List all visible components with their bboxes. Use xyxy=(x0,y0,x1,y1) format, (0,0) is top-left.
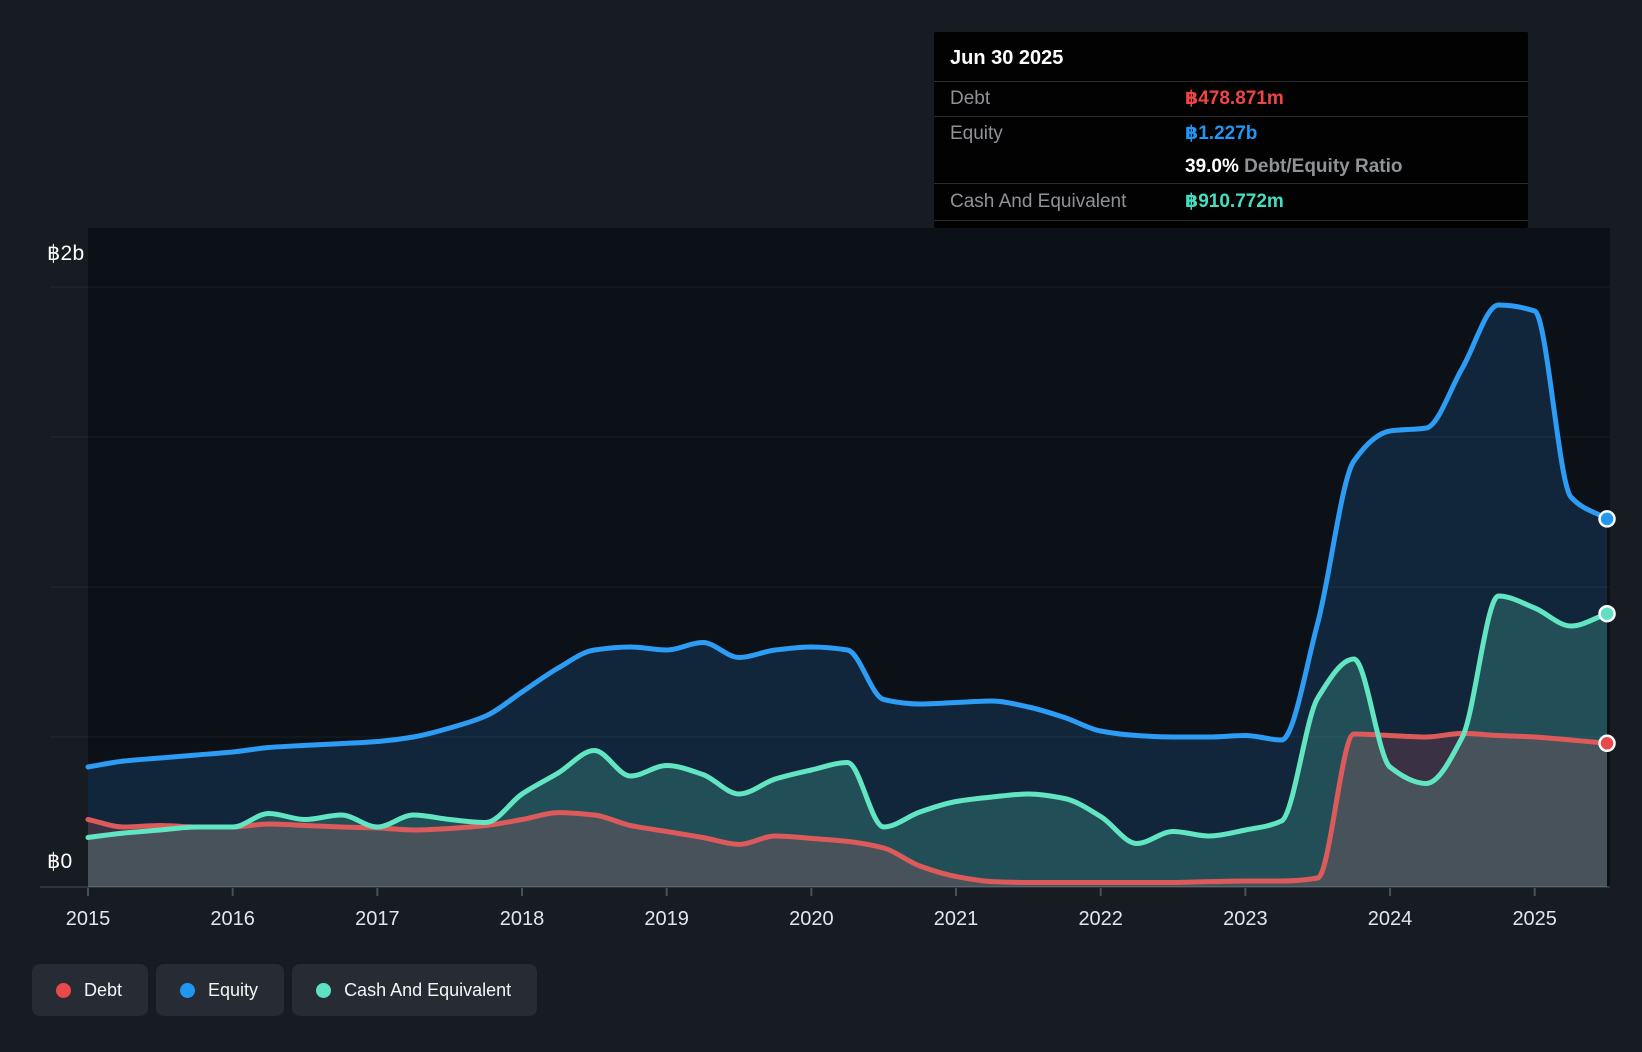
x-axis-label-2015: 2015 xyxy=(65,908,111,930)
tooltip-row-ratio: 39.0% Debt/Equity Ratio xyxy=(934,150,1528,184)
cash-legend-dot-icon xyxy=(316,982,332,998)
legend-label: Cash And Equivalent xyxy=(344,979,512,1000)
legend-chip-debt[interactable]: Debt xyxy=(32,964,149,1016)
debt-legend-dot-icon xyxy=(56,982,71,998)
legend-label: Equity xyxy=(208,979,259,1000)
cash-line xyxy=(85,593,1610,846)
debt-end-dot xyxy=(1598,734,1616,753)
y-axis-label-2b: ฿2b xyxy=(47,242,85,265)
equity-legend-dot-icon xyxy=(180,982,196,998)
x-axis-label-2025: 2025 xyxy=(1512,908,1557,930)
x-axis-label-2024: 2024 xyxy=(1367,908,1413,930)
equity-end-dot xyxy=(1598,510,1616,528)
x-axis-label-2016: 2016 xyxy=(210,908,255,930)
tooltip-row-equity: Equity ฿1.227b xyxy=(950,123,1258,144)
hover-tooltip: Jun 30 2025 Debt ฿478.871m Equity ฿1.227b 39… xyxy=(934,32,1528,228)
y-axis-label-0: ฿0 xyxy=(47,850,73,873)
tooltip-row-cash: Cash And Equivalent ฿910.772m xyxy=(934,184,1528,221)
legend-chip-equity[interactable]: Equity xyxy=(156,964,285,1016)
debt-area xyxy=(88,733,1607,887)
equity-line xyxy=(85,302,1610,770)
x-axis-label-2017: 2017 xyxy=(355,908,400,930)
legend-label: Debt xyxy=(84,979,123,1000)
x-axis-label-2021: 2021 xyxy=(933,908,979,930)
legend: Debt Equity Cash And Equivalent xyxy=(32,964,538,1016)
x-axis-label-2022: 2022 xyxy=(1078,908,1123,930)
x-axis-label-2023: 2023 xyxy=(1223,908,1268,930)
equity-area xyxy=(88,305,1607,887)
plot-area[interactable] xyxy=(88,228,1610,887)
debt-line xyxy=(85,730,1610,885)
x-axis-label-2019: 2019 xyxy=(644,908,689,930)
legend-chip-cash[interactable]: Cash And Equivalent xyxy=(292,964,538,1016)
tooltip-date: Jun 30 2025 xyxy=(934,32,1528,82)
x-axis-label-2018: 2018 xyxy=(499,908,545,930)
tooltip-rows: Debt ฿478.871m Equity ฿1.227b 39.0% Debt/Equ… xyxy=(934,82,1528,221)
cash-area xyxy=(88,596,1607,887)
cash-end-dot xyxy=(1598,604,1616,623)
tooltip-row-debt: Debt ฿478.871m xyxy=(934,82,1528,117)
x-axis-label-2020: 2020 xyxy=(789,908,834,930)
